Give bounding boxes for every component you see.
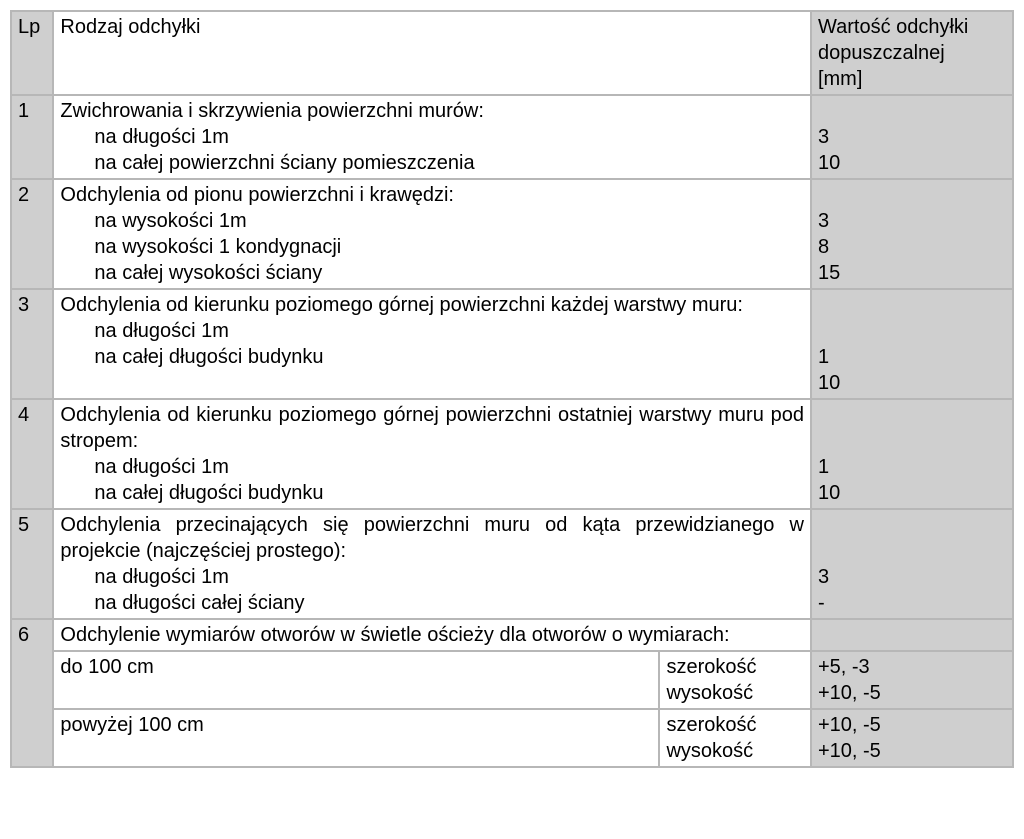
cell-desc: Odchylenie wymiarów otworów w świetle oś…	[53, 619, 811, 651]
row-sub: na długości 1m	[60, 454, 229, 480]
value: 8	[818, 236, 829, 258]
row-sub: na długości 1m	[60, 564, 229, 590]
row-title: Odchylenie wymiarów otworów w świetle oś…	[60, 624, 729, 646]
cell-value: 1 10	[811, 399, 1013, 509]
value: 3	[818, 126, 829, 148]
cell-value-empty	[811, 619, 1013, 651]
value: -	[818, 592, 825, 614]
cell-range: do 100 cm	[53, 651, 659, 709]
deviations-table: Lp Rodzaj odchyłki Wartość odchyłki dopu…	[10, 10, 1014, 768]
cell-dims: szerokość wysokość	[659, 651, 811, 709]
row-sub: na całej wysokości ściany	[60, 260, 322, 286]
row-sub: na całej długości budynku	[60, 344, 323, 370]
row-sub: na długości 1m	[60, 124, 229, 150]
cell-lp: 4	[11, 399, 53, 509]
cell-lp: 5	[11, 509, 53, 619]
value: 1	[818, 456, 829, 478]
value: 10	[818, 152, 840, 174]
cell-lp: 2	[11, 179, 53, 289]
value: +10, -5	[818, 714, 881, 736]
dim-label: szerokość	[666, 714, 756, 736]
table-row: 5 Odchylenia przecinających się powierzc…	[11, 509, 1013, 619]
cell-desc: Odchylenia od pionu powierzchni i krawęd…	[53, 179, 811, 289]
cell-value: 1 10	[811, 289, 1013, 399]
value: +10, -5	[818, 682, 881, 704]
cell-lp: 1	[11, 95, 53, 179]
cell-lp: 3	[11, 289, 53, 399]
cell-value: 3 8 15	[811, 179, 1013, 289]
cell-value: 3 -	[811, 509, 1013, 619]
dim-label: szerokość	[666, 656, 756, 678]
cell-desc: Odchylenia od kierunku poziomego górnej …	[53, 399, 811, 509]
value: 3	[818, 566, 829, 588]
header-desc: Rodzaj odchyłki	[53, 11, 811, 95]
row-title: Odchylenia od kierunku poziomego górnej …	[60, 294, 743, 316]
table-row: 2 Odchylenia od pionu powierzchni i kraw…	[11, 179, 1013, 289]
row-sub: na długości całej ściany	[60, 590, 304, 616]
value: +5, -3	[818, 656, 870, 678]
table-row: 1 Zwichrowania i skrzywienia powierzchni…	[11, 95, 1013, 179]
cell-value: +5, -3 +10, -5	[811, 651, 1013, 709]
row-sub: na całej powierzchni ściany pomieszczeni…	[60, 150, 474, 176]
cell-desc: Odchylenia od kierunku poziomego górnej …	[53, 289, 811, 399]
dim-label: wysokość	[666, 682, 753, 704]
value: 10	[818, 372, 840, 394]
row-title: Odchylenia przecinających się powierzchn…	[60, 514, 804, 562]
row-sub: na całej długości budynku	[60, 480, 323, 506]
dim-label: wysokość	[666, 740, 753, 762]
row-sub: na wysokości 1 kondygnacji	[60, 234, 341, 260]
table-row: 6 Odchylenie wymiarów otworów w świetle …	[11, 619, 1013, 651]
table-row: powyżej 100 cm szerokość wysokość +10, -…	[11, 709, 1013, 767]
cell-desc: Odchylenia przecinających się powierzchn…	[53, 509, 811, 619]
table-row: do 100 cm szerokość wysokość +5, -3 +10,…	[11, 651, 1013, 709]
row-sub: na długości 1m	[60, 318, 229, 344]
header-lp: Lp	[11, 11, 53, 95]
row-sub: na wysokości 1m	[60, 208, 246, 234]
header-value: Wartość odchyłki dopuszczalnej [mm]	[811, 11, 1013, 95]
table-header-row: Lp Rodzaj odchyłki Wartość odchyłki dopu…	[11, 11, 1013, 95]
table-row: 3 Odchylenia od kierunku poziomego górne…	[11, 289, 1013, 399]
cell-value: 3 10	[811, 95, 1013, 179]
row-title: Zwichrowania i skrzywienia powierzchni m…	[60, 100, 483, 122]
cell-range: powyżej 100 cm	[53, 709, 659, 767]
table-row: 4 Odchylenia od kierunku poziomego górne…	[11, 399, 1013, 509]
cell-value: +10, -5 +10, -5	[811, 709, 1013, 767]
row-title: Odchylenia od pionu powierzchni i krawęd…	[60, 184, 454, 206]
cell-lp: 6	[11, 619, 53, 767]
value: 10	[818, 482, 840, 504]
cell-desc: Zwichrowania i skrzywienia powierzchni m…	[53, 95, 811, 179]
value: 3	[818, 210, 829, 232]
cell-dims: szerokość wysokość	[659, 709, 811, 767]
value: +10, -5	[818, 740, 881, 762]
value: 1	[818, 346, 829, 368]
header-value-line1: Wartość odchyłki	[818, 16, 968, 38]
header-value-line3: [mm]	[818, 68, 862, 90]
value: 15	[818, 262, 840, 284]
row-title: Odchylenia od kierunku poziomego górnej …	[60, 404, 804, 452]
header-value-line2: dopuszczalnej	[818, 42, 945, 64]
